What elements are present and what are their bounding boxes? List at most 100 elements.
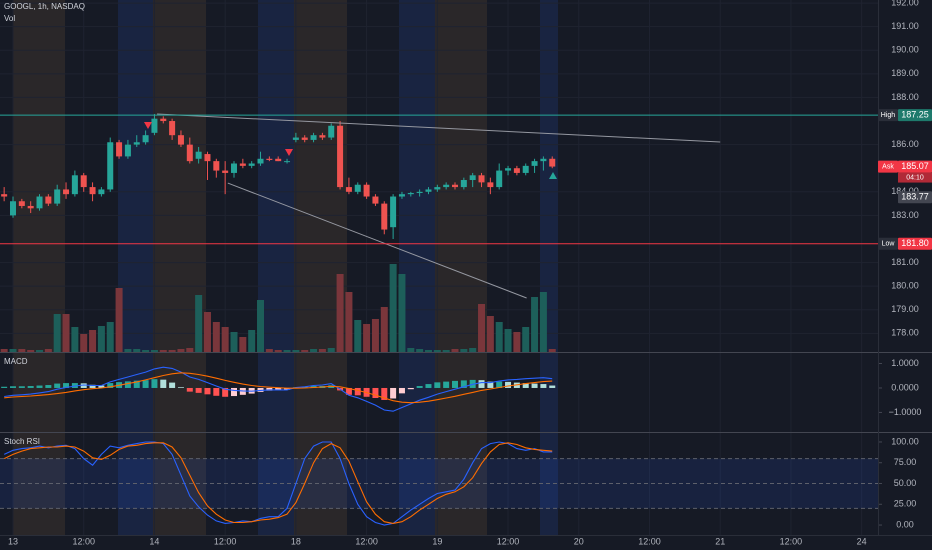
macd-histogram-bar: [540, 384, 547, 388]
candle-body: [416, 191, 423, 193]
candle-body: [522, 165, 529, 173]
y-tick-label: 183.00: [891, 210, 919, 220]
candle-body: [186, 144, 193, 162]
volume-bar: [248, 330, 256, 352]
trendline: [227, 182, 527, 299]
x-tick-label: 20: [574, 536, 584, 546]
candle-body: [213, 161, 220, 171]
candle-body: [284, 161, 291, 163]
x-tick-label: 12:00: [72, 536, 95, 546]
volume-bar: [89, 330, 97, 352]
candle-body: [434, 187, 441, 190]
price-tag-value: 183.77: [901, 192, 929, 202]
candle-body: [531, 161, 538, 166]
volume-bar: [460, 349, 468, 352]
macd-histogram-bar: [425, 384, 432, 388]
candle-body: [540, 158, 547, 162]
volume-bar: [451, 349, 459, 352]
session-band: [540, 0, 558, 535]
y-tick-label: 100.00: [891, 436, 919, 446]
volume-bar: [539, 292, 547, 352]
candle-body: [142, 135, 149, 143]
session-band: [13, 0, 65, 535]
candle-body: [372, 196, 379, 204]
price-tag-box: [898, 237, 932, 250]
y-tick-label: −1.0000: [889, 407, 922, 417]
stoch-d-line: [3, 442, 553, 524]
x-tick-label: 12:00: [214, 536, 237, 546]
candle-body: [151, 118, 158, 133]
volume-bar: [327, 348, 335, 352]
volume-bar: [62, 314, 70, 352]
macd-histogram-bar: [478, 380, 485, 388]
volume-bar: [469, 348, 477, 352]
candle-body: [71, 175, 78, 195]
candle-body: [275, 158, 282, 162]
macd-histogram-bar: [284, 387, 291, 390]
volume-bar: [310, 349, 318, 352]
macd-line: [4, 366, 553, 412]
candle-body: [116, 142, 123, 157]
y-tick-label: 178.00: [891, 328, 919, 338]
candle-body: [1, 194, 8, 197]
volume-bar: [354, 320, 362, 352]
x-tick-label: 12:00: [497, 536, 520, 546]
volume-bar: [531, 297, 539, 352]
macd-histogram-bar: [195, 387, 202, 393]
macd-histogram-bar: [107, 383, 114, 388]
macd-histogram-bar: [186, 387, 193, 392]
session-band: [435, 0, 487, 535]
candle-body: [487, 182, 494, 188]
y-tick-label: 190.00: [891, 45, 919, 55]
candle-body: [398, 194, 405, 197]
macd-histogram-bar: [522, 383, 529, 388]
macd-histogram-bar: [222, 387, 229, 397]
volume-bar: [150, 350, 158, 352]
volume-bar: [371, 319, 379, 352]
session-band: [118, 0, 153, 535]
macd-histogram-bar: [381, 387, 388, 400]
candle-body: [496, 170, 503, 188]
candle-body: [195, 151, 202, 159]
volume-bar: [221, 327, 229, 352]
y-tick-label: 0.0000: [891, 382, 919, 392]
symbol-title: GOOGL, 1h, NASDAQ: [4, 2, 85, 11]
session-band: [294, 0, 347, 535]
macd-histogram-bar: [63, 383, 70, 388]
signal-marker: [285, 149, 293, 156]
volume-bar: [97, 326, 105, 352]
volume-bar: [44, 349, 52, 352]
macd-histogram-bar: [151, 379, 158, 388]
candle-body: [301, 137, 308, 140]
macd-histogram-bar: [230, 387, 237, 397]
volume-bar: [548, 349, 556, 352]
macd-histogram-bar: [354, 387, 361, 396]
candle-body: [177, 135, 184, 145]
macd-histogram-bar: [213, 387, 220, 396]
y-tick-label: 186.00: [891, 139, 919, 149]
y-tick-label: 189.00: [891, 68, 919, 78]
volume-bar: [115, 288, 123, 352]
candle-body: [160, 118, 167, 122]
y-tick-label: 50.00: [894, 478, 917, 488]
y-tick-label: 192.00: [891, 0, 919, 7]
candle-body: [310, 135, 317, 140]
macd-histogram-bar: [301, 386, 308, 388]
macd-histogram-bar: [407, 387, 414, 390]
macd-histogram-bar: [98, 385, 105, 388]
y-tick-label: 25.00: [894, 499, 917, 509]
y-tick-label: 184.00: [891, 186, 919, 196]
candle-body: [63, 189, 70, 195]
volume-bar: [212, 322, 220, 352]
macd-histogram-bar: [443, 381, 450, 388]
candle-body: [549, 158, 556, 167]
macd-histogram-bar: [460, 380, 467, 388]
session-band: [258, 0, 294, 535]
trendline: [157, 113, 721, 143]
volume-bar: [80, 334, 88, 352]
candle-body: [54, 189, 61, 204]
volume-bar: [345, 292, 353, 352]
marks: [0, 113, 878, 526]
candle-body: [478, 175, 485, 183]
candle-body: [513, 168, 520, 173]
